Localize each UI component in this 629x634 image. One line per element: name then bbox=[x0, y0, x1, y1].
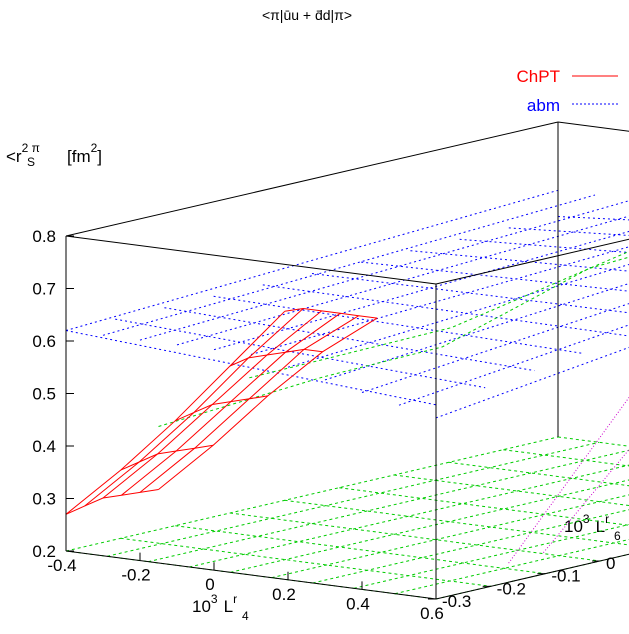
x-label-sym: L bbox=[224, 597, 233, 616]
z-label-sub: S bbox=[27, 155, 35, 169]
floor-grid-line-x bbox=[148, 448, 629, 562]
x-tick-label: 0.2 bbox=[272, 585, 296, 604]
y-label-prefix: 10 bbox=[564, 517, 583, 536]
legend-label-abm: abm bbox=[527, 96, 560, 115]
z-label-main: <r bbox=[6, 147, 22, 166]
z-axis-label: <r2 π S [fm2] bbox=[6, 141, 102, 169]
chpt-mesh-line bbox=[66, 311, 285, 514]
y-label-sym: L bbox=[596, 517, 605, 536]
chpt-mesh-line bbox=[66, 490, 159, 515]
floor-grid-line-x bbox=[230, 458, 629, 572]
floor-grid-line-y bbox=[121, 538, 491, 586]
abm-grid-line-x bbox=[399, 234, 629, 406]
z-tick-label: 0.3 bbox=[32, 490, 56, 509]
y-label-sup: r bbox=[605, 512, 609, 526]
z-label-sup: 2 π bbox=[22, 141, 40, 155]
floor-grid-line-x bbox=[354, 474, 629, 588]
box-back-edge bbox=[558, 122, 629, 170]
abm-grid-line-y bbox=[558, 217, 629, 235]
chpt-mesh-line bbox=[159, 318, 378, 489]
z-label-unit: [fm bbox=[67, 147, 91, 166]
chpt-mesh-line bbox=[122, 313, 341, 495]
x-tick-label: -0.2 bbox=[121, 566, 150, 585]
floor-grid-line-x bbox=[66, 437, 558, 551]
box-back-edge bbox=[66, 122, 558, 236]
y-tick-label: -0.3 bbox=[442, 592, 471, 611]
x-tick-label: 0 bbox=[205, 575, 214, 594]
z-tick-label: 0.8 bbox=[32, 227, 56, 246]
y-tick-label: -0.2 bbox=[497, 579, 526, 598]
abm-grid-line-x bbox=[362, 229, 629, 393]
abm-grid-line-y bbox=[410, 251, 629, 286]
chpt-mesh-line bbox=[85, 309, 304, 507]
z-tick-label: 0.4 bbox=[32, 437, 56, 456]
floor-grid-line-x bbox=[189, 453, 629, 567]
green-surface-ridge bbox=[249, 211, 629, 378]
floor-grid-line-y bbox=[175, 526, 545, 574]
z-tick-label: 0.6 bbox=[32, 332, 56, 351]
floor-grid-line-y bbox=[503, 450, 629, 498]
abm-grid-line-y bbox=[66, 331, 436, 405]
x-label-sub: 4 bbox=[242, 609, 249, 623]
legend-label-chpt: ChPT bbox=[517, 67, 560, 86]
z-label-unit-close: ] bbox=[97, 147, 102, 166]
abm-grid-line-x bbox=[288, 219, 629, 367]
y-tick-label: -0.1 bbox=[551, 567, 580, 586]
abm-grid-line-x bbox=[325, 224, 629, 380]
y-tick-label: 0 bbox=[606, 554, 615, 573]
abm-grid-line-x bbox=[140, 200, 629, 340]
abm-grid-line-x bbox=[251, 214, 629, 354]
z-tick-label: 0.7 bbox=[32, 280, 56, 299]
drop-line bbox=[543, 254, 629, 553]
x-label-prefix: 10 bbox=[192, 597, 211, 616]
x-tick-label: 0.6 bbox=[420, 604, 444, 623]
drop-line bbox=[508, 237, 629, 563]
floor-grid-line-y bbox=[230, 513, 600, 561]
axes-box bbox=[66, 122, 629, 599]
surfaces bbox=[66, 190, 629, 563]
abm-grid-line-x bbox=[436, 238, 629, 418]
box-front-edge bbox=[66, 236, 436, 284]
z-tick-label: 0.5 bbox=[32, 385, 56, 404]
y-label-sub: 6 bbox=[614, 529, 621, 543]
box-front-edge bbox=[436, 170, 629, 284]
svg-text:[fm2]: [fm2] bbox=[67, 141, 102, 166]
legend: ChPT abm bbox=[517, 67, 618, 115]
x-tick-label: 0.4 bbox=[346, 594, 370, 613]
abm-grid-line-x bbox=[177, 205, 629, 345]
x-tick-label: -0.4 bbox=[47, 556, 76, 575]
abm-grid-line-y bbox=[509, 228, 629, 251]
abm-grid-line-y bbox=[214, 296, 584, 353]
chart-title: <π|ūu + d̄d|π> bbox=[262, 7, 352, 23]
x-label-sup: r bbox=[233, 592, 237, 606]
chpt-mesh-line bbox=[140, 316, 359, 493]
